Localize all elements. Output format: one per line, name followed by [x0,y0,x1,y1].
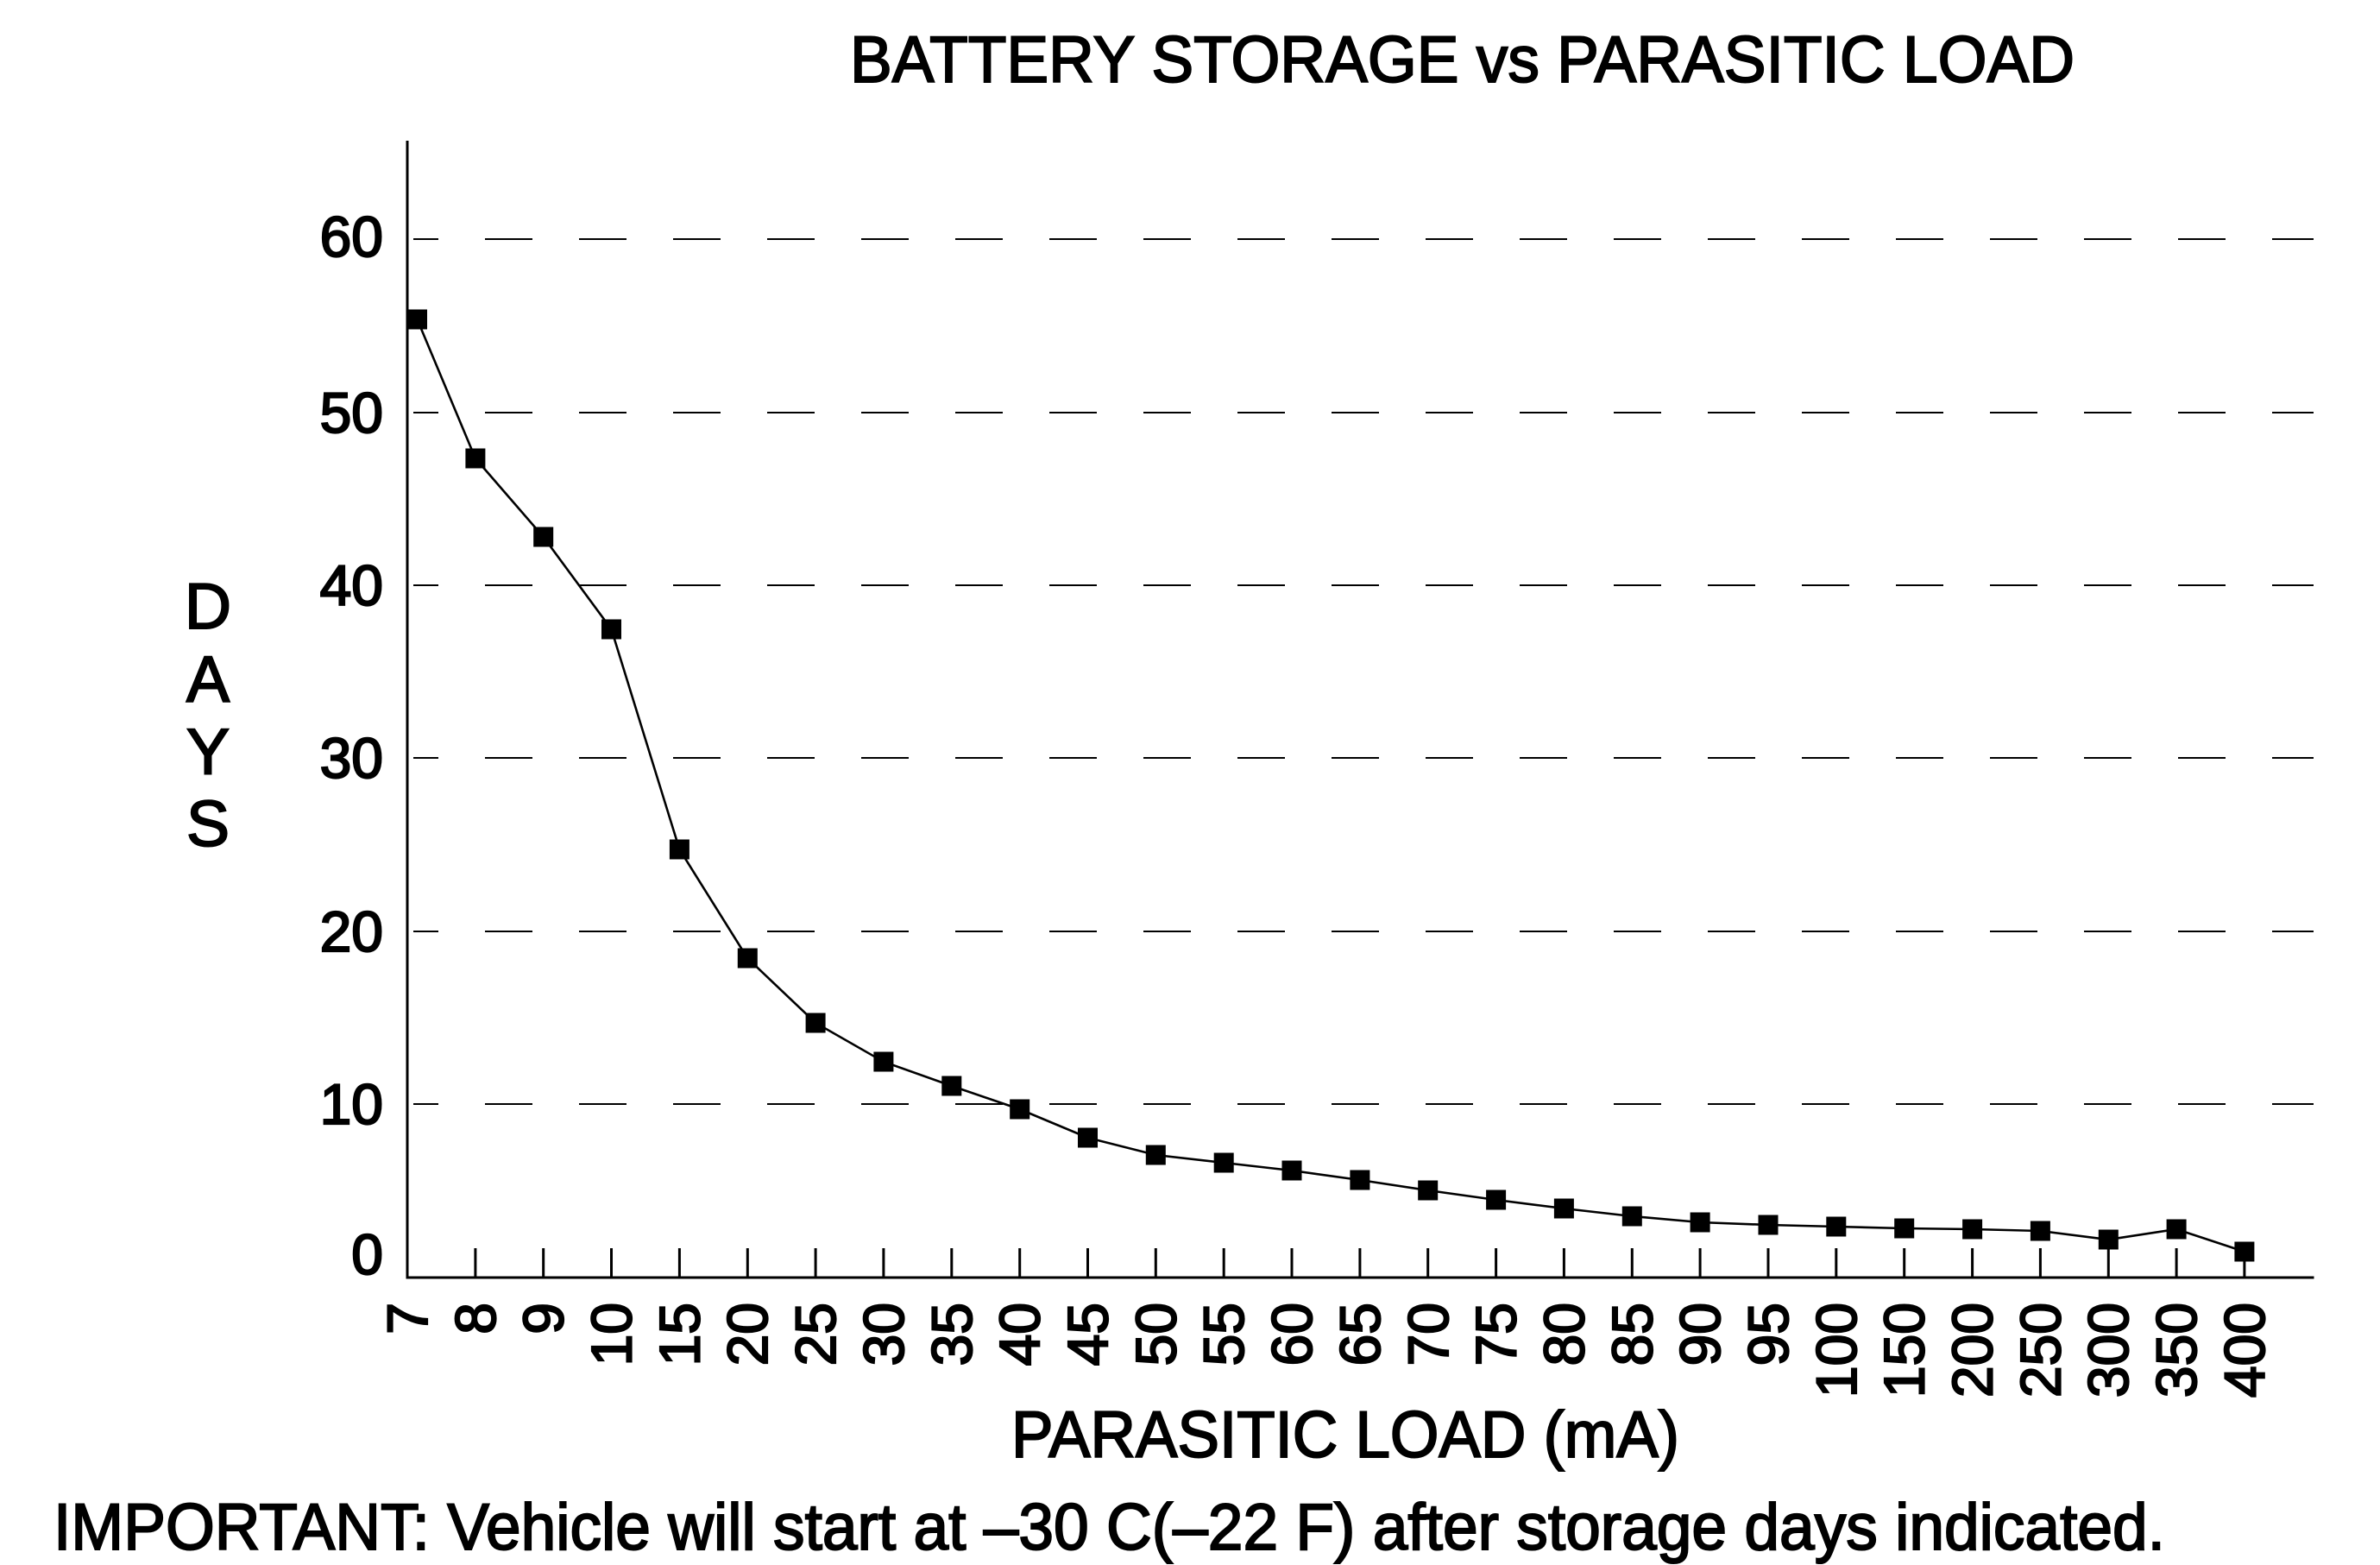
svg-text:350: 350 [2144,1303,2208,1398]
svg-text:80: 80 [1532,1303,1596,1366]
svg-text:D: D [185,570,231,642]
svg-text:60: 60 [1260,1303,1324,1366]
svg-text:0: 0 [351,1222,383,1286]
svg-text:7: 7 [375,1303,439,1335]
svg-text:65: 65 [1328,1303,1392,1366]
svg-text:150: 150 [1873,1303,1936,1398]
svg-text:BATTERY STORAGE vs PARASITIC L: BATTERY STORAGE vs PARASITIC LOAD [850,23,2075,97]
svg-text:10: 10 [320,1072,383,1136]
svg-text:PARASITIC LOAD (mA): PARASITIC LOAD (mA) [1011,1398,1679,1472]
svg-text:15: 15 [647,1303,711,1366]
svg-text:55: 55 [1192,1303,1256,1366]
svg-text:85: 85 [1600,1303,1664,1366]
svg-text:8: 8 [444,1303,507,1335]
svg-text:Y: Y [186,716,230,788]
svg-text:50: 50 [320,381,383,445]
svg-text:95: 95 [1736,1303,1800,1366]
svg-text:20: 20 [715,1303,779,1366]
svg-text:400: 400 [2213,1303,2276,1398]
svg-text:60: 60 [320,205,383,268]
svg-text:30: 30 [852,1303,916,1366]
svg-text:100: 100 [1804,1303,1868,1398]
svg-text:45: 45 [1056,1303,1120,1366]
svg-text:200: 200 [1941,1303,2005,1398]
svg-text:250: 250 [2008,1303,2072,1398]
svg-text:A: A [186,643,230,716]
svg-text:70: 70 [1396,1303,1460,1366]
svg-text:25: 25 [784,1303,847,1366]
svg-text:300: 300 [2076,1303,2140,1398]
svg-text:90: 90 [1668,1303,1732,1366]
svg-text:35: 35 [920,1303,984,1366]
svg-text:30: 30 [320,726,383,790]
svg-text:10: 10 [580,1303,644,1366]
svg-text:50: 50 [1124,1303,1187,1366]
svg-text:40: 40 [988,1303,1052,1366]
svg-text:S: S [186,787,230,860]
svg-text:9: 9 [512,1303,576,1335]
svg-text:20: 20 [320,899,383,963]
svg-text:75: 75 [1464,1303,1528,1366]
svg-text:IMPORTANT: Vehicle will start: IMPORTANT: Vehicle will start at –30 C(–… [54,1491,2165,1564]
svg-text:40: 40 [320,553,383,617]
